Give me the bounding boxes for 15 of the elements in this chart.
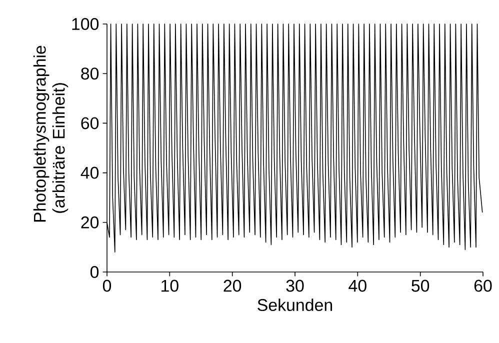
y-tick-label: 80 — [81, 68, 99, 80]
y-tick-label: 20 — [81, 216, 99, 228]
x-tick-label: 20 — [224, 280, 242, 292]
y-tick-label: 0 — [90, 266, 99, 278]
x-tick-label: 60 — [474, 280, 492, 292]
x-tick-label: 50 — [412, 280, 430, 292]
x-tick-label: 30 — [286, 280, 304, 292]
y-tick-label: 100 — [72, 18, 99, 30]
x-tick-label: 40 — [348, 280, 366, 292]
y-tick-label: 40 — [80, 166, 99, 179]
y-axis-title: Photoplethysmographie (arbiträre Einheit) — [33, 46, 68, 222]
x-axis-title: Sekunden — [258, 298, 332, 312]
y-tick-label: 60 — [81, 117, 99, 130]
x-tick-label: 10 — [162, 280, 178, 292]
x-tick-label: 0 — [102, 280, 112, 292]
